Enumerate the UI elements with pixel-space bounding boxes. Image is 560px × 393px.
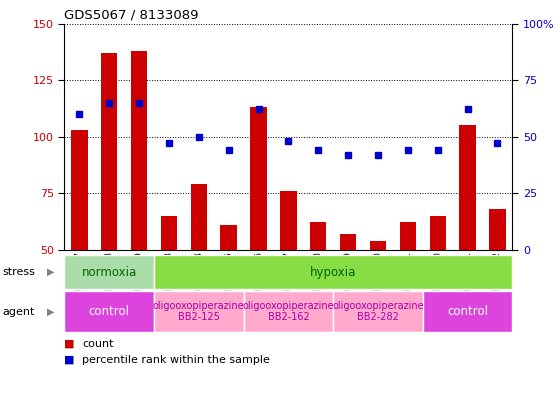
Bar xyxy=(154,291,244,332)
Bar xyxy=(161,216,177,250)
Bar xyxy=(64,255,154,289)
Bar xyxy=(459,125,476,250)
Text: stress: stress xyxy=(3,267,36,277)
Text: control: control xyxy=(447,305,488,318)
Bar xyxy=(340,234,356,250)
Bar xyxy=(310,222,326,250)
Text: ▶: ▶ xyxy=(46,307,54,317)
Bar xyxy=(221,225,237,250)
Bar xyxy=(101,53,118,250)
Text: ■: ■ xyxy=(64,354,75,365)
Bar xyxy=(423,291,512,332)
Bar xyxy=(71,130,87,250)
Bar xyxy=(250,107,267,250)
Text: ■: ■ xyxy=(64,339,75,349)
Bar xyxy=(430,216,446,250)
Text: oligooxopiperazine
BB2-282: oligooxopiperazine BB2-282 xyxy=(332,301,424,322)
Text: percentile rank within the sample: percentile rank within the sample xyxy=(82,354,270,365)
Bar xyxy=(280,191,297,250)
Text: ▶: ▶ xyxy=(46,267,54,277)
Bar xyxy=(370,241,386,250)
Text: agent: agent xyxy=(3,307,35,317)
Text: oligooxopiperazine
BB2-125: oligooxopiperazine BB2-125 xyxy=(153,301,245,322)
Text: GDS5067 / 8133089: GDS5067 / 8133089 xyxy=(64,8,199,21)
Bar xyxy=(154,255,512,289)
Text: control: control xyxy=(88,305,130,318)
Bar xyxy=(64,291,154,332)
Text: count: count xyxy=(82,339,114,349)
Bar xyxy=(489,209,506,250)
Text: hypoxia: hypoxia xyxy=(310,266,356,279)
Bar xyxy=(244,291,333,332)
Text: normoxia: normoxia xyxy=(82,266,137,279)
Bar xyxy=(131,51,147,250)
Bar xyxy=(400,222,416,250)
Bar xyxy=(333,291,423,332)
Text: oligooxopiperazine
BB2-162: oligooxopiperazine BB2-162 xyxy=(242,301,334,322)
Bar xyxy=(190,184,207,250)
